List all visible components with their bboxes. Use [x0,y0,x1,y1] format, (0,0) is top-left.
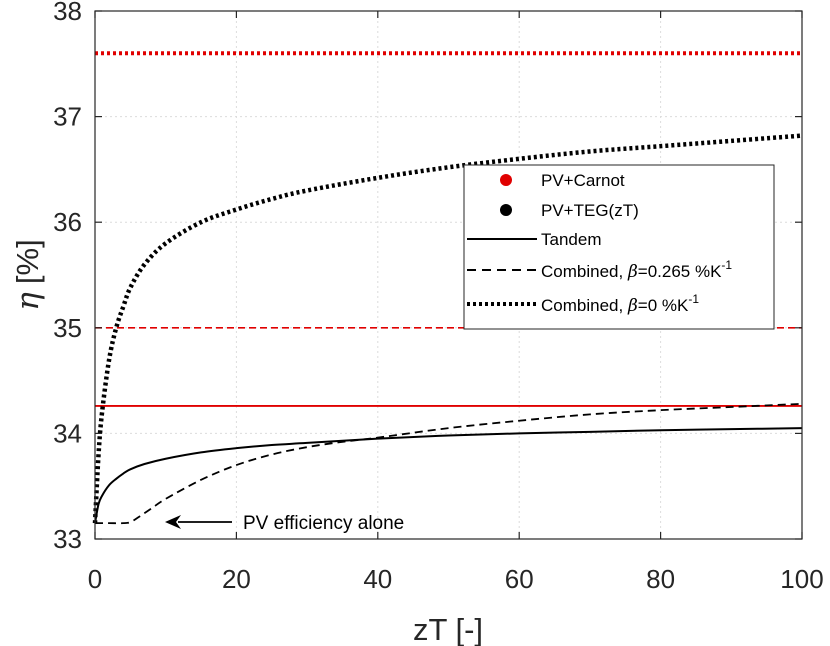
y-axis-title-symbol: η [10,292,46,311]
legend-label-pv-teg: PV+TEG(zT) [541,201,639,220]
annotation-text: PV efficiency alone [243,513,404,534]
legend-label-value: =0 %K [638,296,689,315]
legend-entry-pv-teg: PV+TEG(zT) [500,201,639,220]
legend-label-prefix: Combined, [541,296,628,315]
x-tick-label: 20 [222,564,251,594]
series-line [94,427,803,524]
series-layer [92,133,803,525]
x-tick-label: 0 [88,564,102,594]
y-axis-title-unit: [%] [10,239,45,284]
plot-frame [94,10,803,540]
legend-label-value: =0.265 %K [638,262,722,281]
legend-label-combined-beta-0: Combined, β=0 %K-1 [541,292,699,316]
legend-entry-combined-beta-0265: Combined, β=0.265 %K-1 [467,258,732,282]
ticks-layer [94,10,803,540]
legend-label-sup: -1 [721,258,732,272]
legend-label-sup: -1 [688,292,699,306]
annotation-arrow-head [165,515,181,529]
legend-label-beta: β [627,296,638,316]
y-tick-label: 38 [53,0,82,26]
legend-label-prefix: Combined, [541,262,628,281]
legend-box [463,164,775,330]
x-tick-label: 40 [363,564,392,594]
legend-entry-pv-carnot: PV+Carnot [500,171,625,190]
legend: PV+Carnot PV+TEG(zT) Tandem Combined, β=… [463,164,775,330]
legend-label-pv-carnot: PV+Carnot [541,171,625,190]
x-tick-label: 80 [646,564,675,594]
y-tick-label: 36 [53,207,82,237]
legend-label-combined-beta-0265: Combined, β=0.265 %K-1 [541,258,732,282]
x-axis-title: zT [-] [413,612,483,646]
annotation: PV efficiency alone [165,513,404,534]
y-tick-label: 37 [53,102,82,132]
legend-entry-tandem: Tandem [467,230,601,249]
y-tick-label: 33 [53,524,82,554]
legend-marker-pv-teg [500,204,512,216]
series-line [94,402,803,525]
x-tick-label: 60 [505,564,534,594]
series-line [92,133,803,524]
y-tick-label: 35 [53,313,82,343]
legend-marker-pv-carnot [500,174,512,186]
x-tick-label: 100 [780,564,823,594]
y-tick-label: 34 [53,418,82,448]
legend-label-beta: β [627,262,638,282]
legend-entry-combined-beta-0: Combined, β=0 %K-1 [467,292,699,316]
legend-label-tandem: Tandem [541,230,601,249]
y-axis-title: η [%] [10,239,46,310]
tick-labels-layer: 0 20 40 60 80 100 33 34 35 36 37 38 [53,0,824,594]
